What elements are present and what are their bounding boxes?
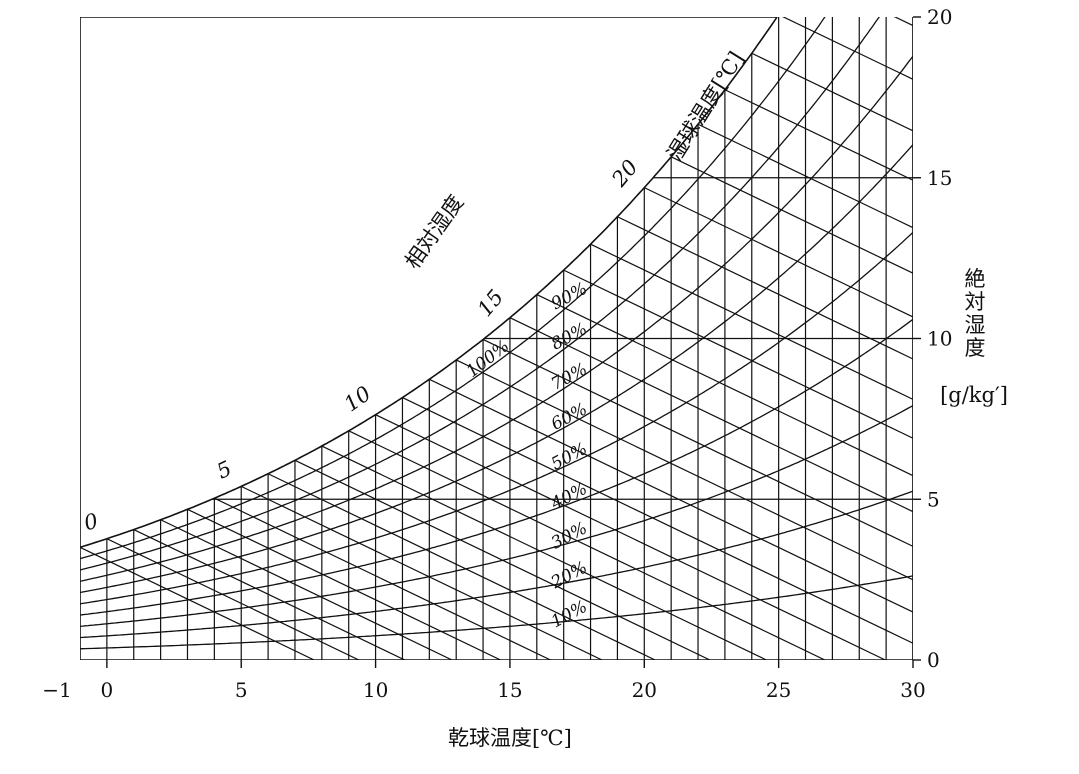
x-tick-label: −1 <box>42 678 71 702</box>
wetbulb-line <box>106 538 360 660</box>
y-axis-unit: [g/kg′] <box>940 383 1008 407</box>
x-axis-title: 乾球温度[℃] <box>448 726 572 750</box>
rh-label: 60% <box>548 399 591 434</box>
rh-label: 70% <box>548 359 591 394</box>
x-tick-label: 0 <box>101 678 114 702</box>
y-tick-label: 10 <box>927 327 952 351</box>
wetbulb-label: 10 <box>340 381 376 416</box>
rh-curve <box>80 405 913 627</box>
wetbulb-line <box>482 338 913 548</box>
rh-curve <box>80 17 826 560</box>
wetbulb-line <box>563 269 913 439</box>
wetbulb-label: 5 <box>213 456 235 483</box>
y-axis-title-char: 度 <box>964 336 986 360</box>
y-axis-title: 絶 対 湿 度 <box>955 268 995 360</box>
rh-curve <box>80 490 913 639</box>
wetbulb-label: 20 <box>607 155 643 192</box>
y-tick-label: 5 <box>927 487 940 511</box>
wetbulb-line <box>402 396 913 644</box>
y-axis-title-char: 湿 <box>964 313 986 337</box>
wetbulb-label: 0 <box>81 509 100 536</box>
rh-label: 80% <box>548 319 591 354</box>
wetbulb-line <box>133 529 406 660</box>
labels: −1 0 5 10 15 20 25 3005101520乾球温度[℃]10%20%30%40… <box>42 5 952 750</box>
rh-title: 相対湿度 <box>400 191 468 274</box>
grid-lines <box>80 17 913 660</box>
saturation-curve <box>80 17 778 549</box>
x-tick-label: 30 <box>900 678 925 702</box>
x-tick-label: 20 <box>632 678 657 702</box>
rh-label: 20% <box>547 558 591 594</box>
wetbulb-line <box>509 317 913 513</box>
rh-curve <box>80 17 880 571</box>
wetbulb-line <box>321 445 767 660</box>
x-tick-label: 10 <box>363 678 388 702</box>
rh-label: 10% <box>548 597 591 632</box>
wetbulb-line <box>536 294 913 477</box>
rh-label: 90% <box>548 279 591 314</box>
wetbulb-line <box>455 359 913 581</box>
wetbulb-line <box>590 243 913 401</box>
y-tick-label: 15 <box>927 166 952 190</box>
y-axis-title-char: 絶 <box>964 267 986 291</box>
wetbulb-line <box>617 216 913 360</box>
wetbulb-line <box>348 430 826 660</box>
wetbulb-line <box>187 508 501 660</box>
wetbulb-label: 15 <box>473 285 509 321</box>
wetbulb-line <box>267 473 656 660</box>
rh-curve <box>80 55 913 582</box>
rh-curve <box>80 575 913 650</box>
curves <box>80 17 913 660</box>
rh-curve <box>80 144 913 594</box>
x-tick-label: 5 <box>235 678 248 702</box>
wetbulb-line <box>240 485 603 660</box>
y-tick-label: 20 <box>927 5 952 29</box>
wetbulb-line <box>160 519 453 660</box>
x-tick-label: 25 <box>766 678 791 702</box>
x-tick-label: 15 <box>497 678 522 702</box>
wetbulb-title: 湿球温度[℃] <box>663 47 749 165</box>
wetbulb-line <box>670 156 913 274</box>
y-tick-label: 0 <box>927 648 940 672</box>
wetbulb-line <box>429 378 913 613</box>
rh-curve <box>80 231 913 605</box>
wetbulb-line <box>751 52 913 132</box>
y-axis-title-char: 対 <box>964 290 986 314</box>
wetbulb-line <box>375 414 886 660</box>
rh-label: 40% <box>547 479 591 515</box>
wetbulb-line <box>214 497 551 660</box>
wetbulb-line <box>697 123 913 229</box>
rh-label: 30% <box>548 518 591 553</box>
wetbulb-line <box>644 187 913 318</box>
rh-curve <box>80 318 913 616</box>
rh-label: 50% <box>548 439 591 474</box>
